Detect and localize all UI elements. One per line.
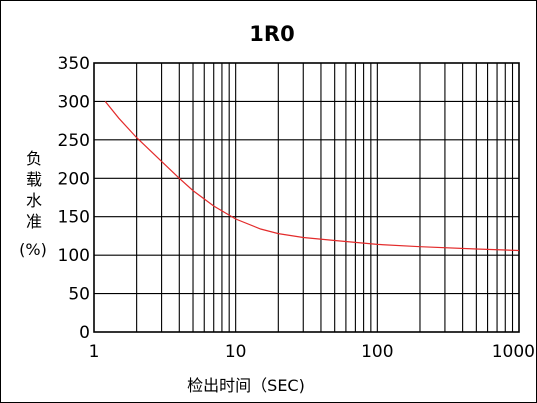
y-tick-label: 200 bbox=[58, 169, 90, 189]
x-tick-label: 10 bbox=[225, 342, 247, 362]
y-tick-label: 0 bbox=[79, 323, 90, 343]
y-tick-label: 50 bbox=[68, 285, 90, 305]
y-axis-label-char: 水 bbox=[26, 191, 42, 210]
y-axis-ticks: 0 50 100 150 200 250 300 350 bbox=[58, 54, 90, 343]
x-tick-label: 1000 bbox=[492, 342, 535, 362]
load-curve-line bbox=[104, 101, 520, 252]
y-tick-label: 250 bbox=[58, 131, 90, 151]
y-tick-label: 150 bbox=[58, 208, 90, 228]
grid bbox=[94, 63, 519, 332]
y-tick-label: 100 bbox=[58, 246, 90, 266]
x-tick-label: 100 bbox=[361, 342, 393, 362]
plot-area bbox=[93, 62, 520, 333]
chart-title: 1R0 bbox=[249, 22, 294, 46]
y-axis-label-char: 载 bbox=[26, 170, 42, 189]
x-axis-ticks: 1 10 100 1000 bbox=[89, 342, 535, 362]
y-axis-label-char: (%) bbox=[19, 240, 47, 259]
y-tick-label: 300 bbox=[58, 92, 90, 112]
y-tick-label: 350 bbox=[58, 54, 90, 74]
y-axis-label-char: 准 bbox=[26, 212, 42, 231]
curve-layer bbox=[104, 101, 520, 252]
x-axis-label: 检出时间（SEC) bbox=[187, 376, 305, 395]
x-tick-label: 1 bbox=[89, 342, 100, 362]
y-axis-label-char: 负 bbox=[26, 149, 42, 168]
